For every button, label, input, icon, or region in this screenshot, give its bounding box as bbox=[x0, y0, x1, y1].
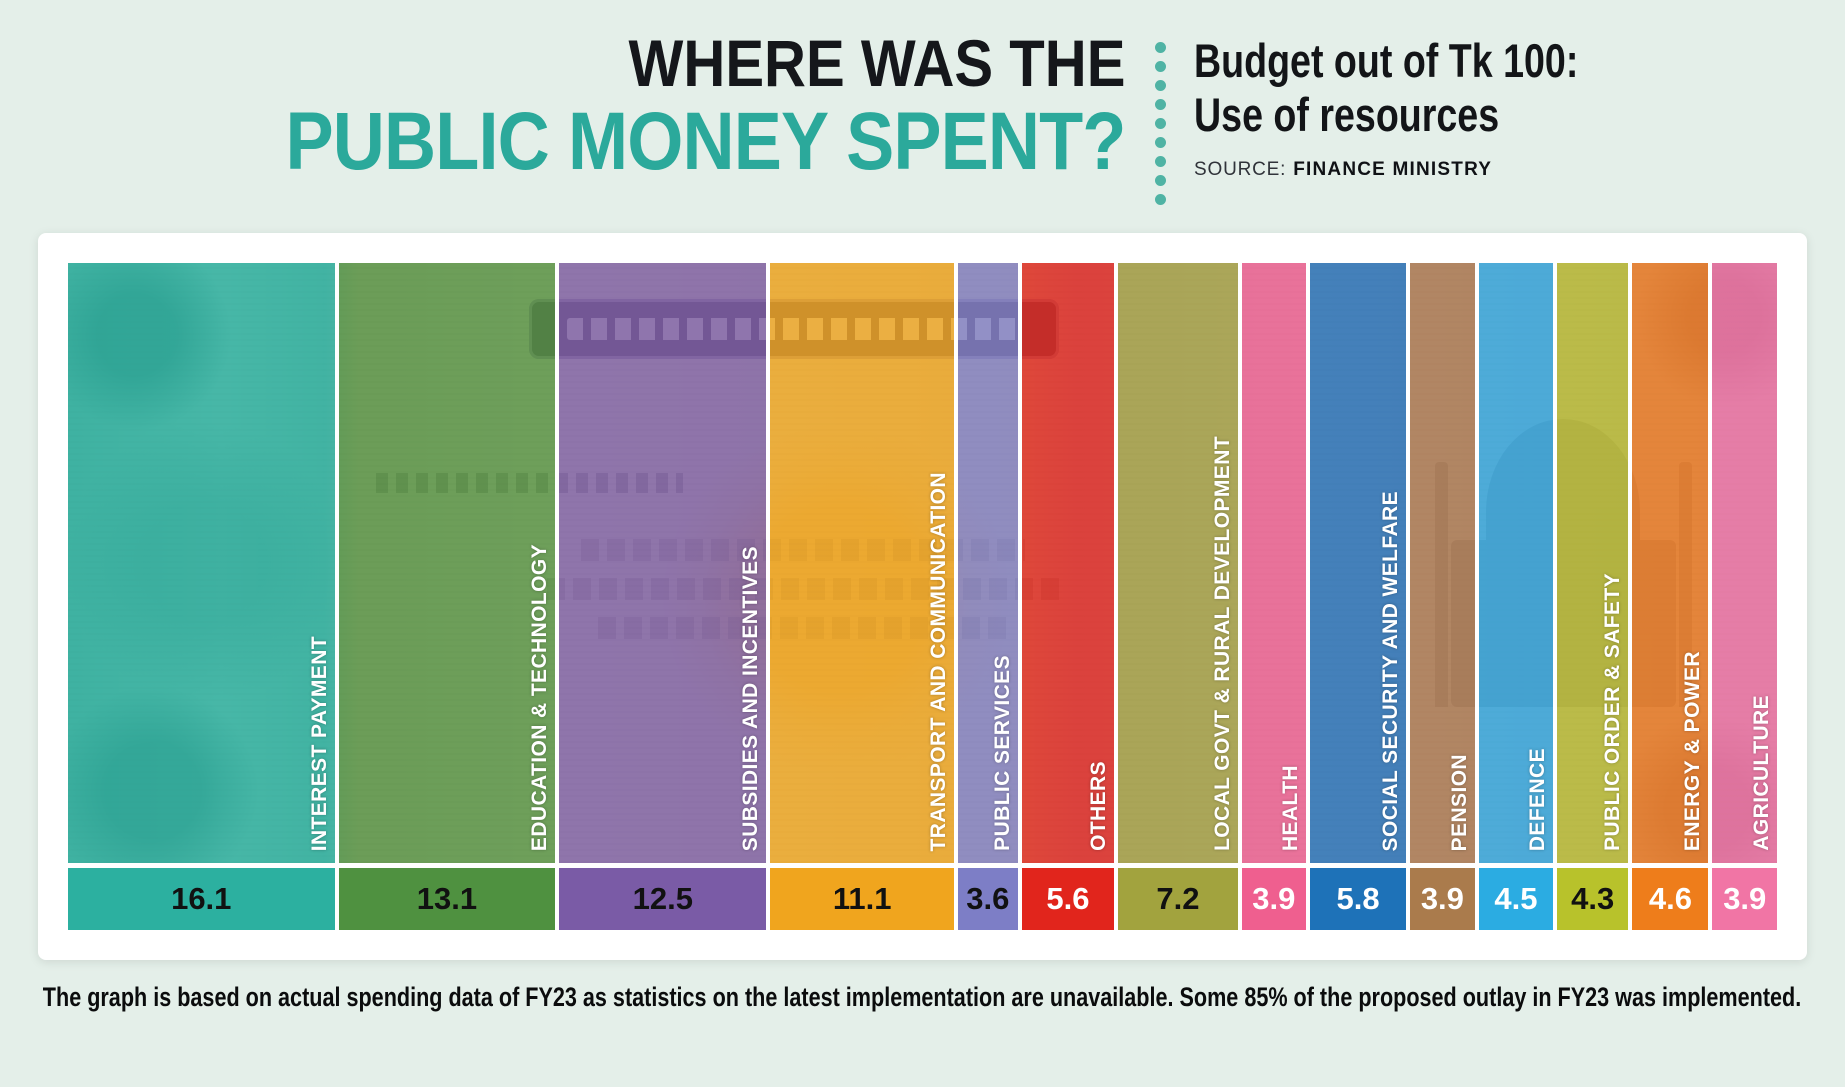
chart: INTEREST PAYMENT EDUCATION & TECHNOLOGY SU… bbox=[68, 263, 1777, 863]
value-cell: 12.5 bbox=[559, 868, 771, 930]
source-label: SOURCE: bbox=[1194, 159, 1287, 181]
chart-column: SUBSIDIES AND INCENTIVES bbox=[559, 263, 771, 863]
category-label: TRANSPORT AND COMMUNICATION bbox=[927, 471, 951, 851]
divider-dot bbox=[1155, 118, 1167, 129]
chart-column: LOCAL GOVT & RURAL DEVELOPMENT bbox=[1118, 263, 1242, 863]
chart-column: PUBLIC SERVICES bbox=[958, 263, 1022, 863]
chart-column: PUBLIC ORDER & SAFETY bbox=[1557, 263, 1633, 863]
header: WHERE WAS THE PUBLIC MONEY SPENT? Budget… bbox=[0, 0, 1845, 205]
value-cell: 4.3 bbox=[1557, 868, 1633, 930]
category-label: AGRICULTURE bbox=[1750, 695, 1774, 851]
value-cell: 13.1 bbox=[338, 868, 560, 930]
category-label: PENSION bbox=[1447, 753, 1471, 851]
category-label: PUBLIC ORDER & SAFETY bbox=[1601, 573, 1625, 851]
value-cell: 11.1 bbox=[770, 868, 959, 930]
divider-dot bbox=[1155, 194, 1167, 205]
category-label: INTEREST PAYMENT bbox=[307, 635, 331, 851]
chart-column: OTHERS bbox=[1021, 263, 1119, 863]
chart-column: EDUCATION & TECHNOLOGY bbox=[338, 263, 560, 863]
category-label: ENERGY & POWER bbox=[1681, 650, 1705, 851]
source-line: SOURCE: FINANCE MINISTRY bbox=[1194, 159, 1674, 181]
value-cell: 3.9 bbox=[1712, 868, 1778, 930]
title-line-1: WHERE WAS THE bbox=[628, 26, 1126, 100]
category-label: PUBLIC SERVICES bbox=[990, 655, 1014, 851]
category-label: EDUCATION & TECHNOLOGY bbox=[528, 543, 552, 851]
chart-column: ENERGY & POWER bbox=[1632, 263, 1713, 863]
value-cell: 3.9 bbox=[1241, 868, 1311, 930]
subtitle-line-1: Budget out of Tk 100: bbox=[1194, 34, 1579, 87]
title-block: WHERE WAS THE PUBLIC MONEY SPENT? bbox=[171, 26, 1126, 188]
category-label: OTHERS bbox=[1087, 761, 1111, 851]
value-cell: 4.6 bbox=[1632, 868, 1713, 930]
chart-columns: INTEREST PAYMENT EDUCATION & TECHNOLOGY SU… bbox=[68, 263, 1777, 863]
chart-column: AGRICULTURE bbox=[1712, 263, 1777, 863]
value-band: 16.1 13.1 12.5 11.1 3.6 5.6 7.2 3.9 5.8 3.9 4.5 4.3… bbox=[68, 868, 1778, 930]
chart-column: PENSION bbox=[1410, 263, 1479, 863]
category-label: LOCAL GOVT & RURAL DEVELOPMENT bbox=[1210, 436, 1234, 851]
footer: The graph is based on actual spending da… bbox=[0, 982, 1845, 1013]
value-cell: 5.6 bbox=[1021, 868, 1119, 930]
value-cell: 16.1 bbox=[68, 868, 339, 930]
divider-dot bbox=[1155, 175, 1167, 186]
category-label: HEALTH bbox=[1279, 764, 1303, 851]
title-line-2: PUBLIC MONEY SPENT? bbox=[285, 96, 1126, 188]
source-value: FINANCE MINISTRY bbox=[1293, 159, 1493, 181]
footer-note: The graph is based on actual spending da… bbox=[43, 982, 1802, 1012]
chart-column: INTEREST PAYMENT bbox=[68, 263, 339, 863]
chart-column: DEFENCE bbox=[1478, 263, 1558, 863]
dotted-divider bbox=[1155, 42, 1167, 205]
chart-column: TRANSPORT AND COMMUNICATION bbox=[770, 263, 959, 863]
subtitle-line-2: Use of resources bbox=[1194, 87, 1500, 141]
value-cell: 4.5 bbox=[1478, 868, 1558, 930]
chart-card: INTEREST PAYMENT EDUCATION & TECHNOLOGY SU… bbox=[38, 233, 1807, 960]
value-cell: 3.9 bbox=[1410, 868, 1479, 930]
divider-dot bbox=[1155, 99, 1167, 110]
value-cell: 7.2 bbox=[1118, 868, 1242, 930]
subtitle-block: Budget out of Tk 100: Use of resources S… bbox=[1194, 30, 1674, 181]
category-label: SUBSIDIES AND INCENTIVES bbox=[739, 545, 763, 851]
divider-dot bbox=[1155, 156, 1167, 167]
category-label: SOCIAL SECURITY AND WELFARE bbox=[1379, 490, 1403, 851]
category-label: DEFENCE bbox=[1526, 747, 1550, 851]
chart-column: HEALTH bbox=[1241, 263, 1311, 863]
divider-dot bbox=[1155, 61, 1167, 72]
value-cell: 3.6 bbox=[958, 868, 1022, 930]
divider-dot bbox=[1155, 80, 1167, 91]
chart-column: SOCIAL SECURITY AND WELFARE bbox=[1310, 263, 1411, 863]
value-cell: 5.8 bbox=[1310, 868, 1411, 930]
divider-dot bbox=[1155, 137, 1167, 148]
divider-dot bbox=[1155, 42, 1167, 53]
